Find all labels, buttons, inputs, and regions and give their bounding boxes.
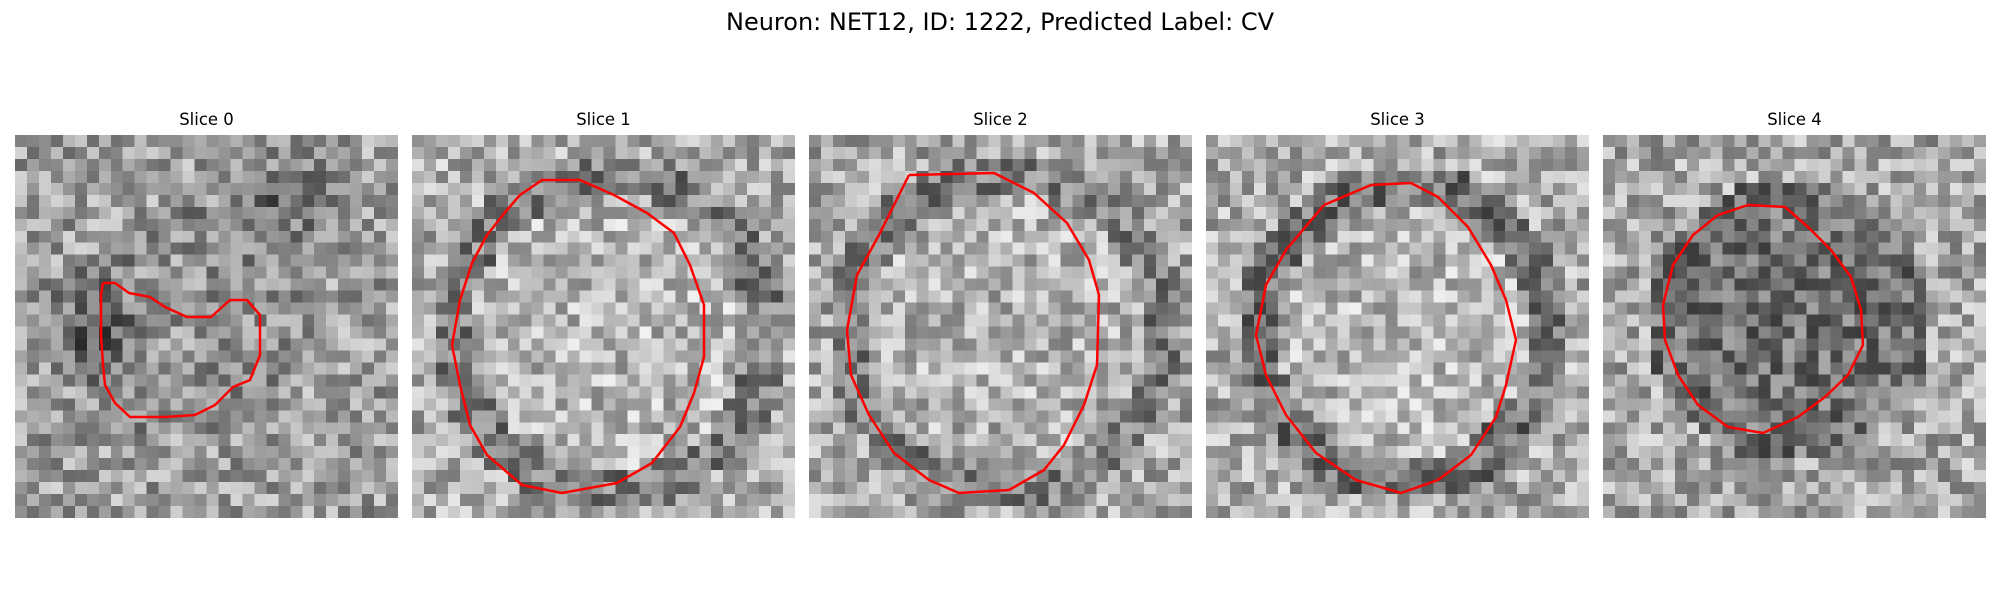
- slice-image-4: [1603, 135, 1986, 518]
- grayscale-image: [15, 135, 398, 518]
- slice-title: Slice 4: [1767, 110, 1822, 129]
- slice-image-0: [15, 135, 398, 518]
- slice-image-1: [412, 135, 795, 518]
- segmentation-contour: [845, 171, 1101, 495]
- slice-panel-1: Slice 1: [412, 110, 795, 518]
- slice-panel-4: Slice 4: [1603, 110, 1986, 518]
- segmentation-contour: [1254, 181, 1518, 495]
- slice-title: Slice 1: [576, 110, 631, 129]
- slice-title: Slice 2: [973, 110, 1028, 129]
- segmentation-contour: [450, 178, 706, 495]
- slice-image-2: [809, 135, 1192, 518]
- grayscale-image: [412, 135, 795, 518]
- segmentation-contour: [1661, 203, 1865, 435]
- slice-image-3: [1206, 135, 1589, 518]
- grayscale-image: [809, 135, 1192, 518]
- slice-title: Slice 3: [1370, 110, 1425, 129]
- slice-panel-2: Slice 2: [809, 110, 1192, 518]
- grayscale-image: [1206, 135, 1589, 518]
- segmentation-contour: [99, 281, 262, 419]
- slice-panel-3: Slice 3: [1206, 110, 1589, 518]
- grayscale-image: [1603, 135, 1986, 518]
- slice-panel-0: Slice 0: [15, 110, 398, 518]
- figure-title: Neuron: NET12, ID: 1222, Predicted Label…: [726, 8, 1274, 36]
- slice-title: Slice 0: [179, 110, 234, 129]
